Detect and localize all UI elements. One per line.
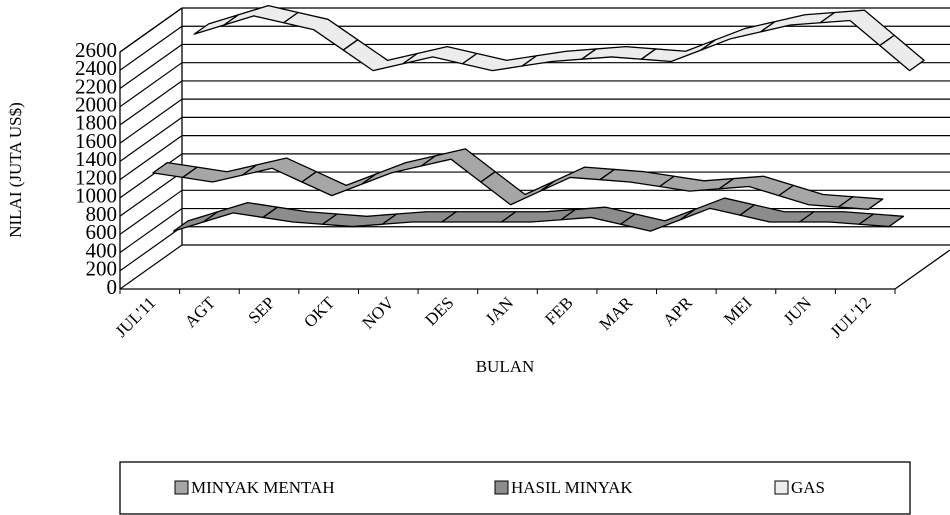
- legend-swatch: [494, 480, 509, 495]
- ribbon-segment: [778, 184, 854, 208]
- floor-edge: [894, 249, 950, 290]
- grid-line: [119, 153, 183, 199]
- ribbon-segment: [858, 213, 905, 228]
- x-tick-label: DES: [421, 293, 457, 329]
- y-tick-label: 1200: [75, 165, 117, 189]
- y-tick-label: 2600: [75, 38, 117, 62]
- y-tick-label: 1400: [75, 147, 117, 171]
- grid-line: [119, 135, 183, 181]
- y-tick-label: 800: [86, 202, 118, 226]
- ribbon-segment: [837, 196, 884, 210]
- legend-label: HASIL MINYAK: [511, 478, 633, 497]
- x-tick-label: FEB: [541, 293, 576, 328]
- y-axis-title: NILAI (JUTA US$): [6, 102, 25, 238]
- x-tick-label: SEP: [244, 293, 278, 327]
- x-tick-label: APR: [659, 293, 696, 330]
- y-tick-label: 2200: [75, 74, 117, 98]
- x-tick-label: MEI: [720, 293, 756, 329]
- y-tick-label: 1000: [75, 184, 117, 208]
- walls: [119, 7, 950, 290]
- legend-swatch: [174, 480, 189, 495]
- x-tick-label: AGT: [181, 293, 220, 332]
- grid-line: [119, 226, 183, 272]
- x-axis-title: BULAN: [476, 357, 535, 376]
- y-tick-label: 2400: [75, 56, 117, 80]
- grid-line: [119, 80, 183, 126]
- ribbon-segment: [640, 39, 717, 63]
- ribbon-segment: [321, 213, 398, 228]
- ribbon-segment: [360, 155, 437, 185]
- ribbon-segment: [819, 9, 895, 47]
- grid-line: [119, 208, 183, 254]
- ribbon-segment: [241, 157, 318, 183]
- grid-line: [119, 43, 183, 89]
- y-tick-label: 200: [86, 257, 118, 281]
- grid-line: [119, 244, 183, 290]
- grid-line: [119, 171, 183, 217]
- ribbon-segment: [301, 171, 377, 197]
- grid-line: [119, 62, 183, 108]
- grid-line: [119, 189, 183, 235]
- legend-swatch: [774, 480, 789, 495]
- legend-label: GAS: [791, 478, 825, 497]
- grid-line: [119, 7, 183, 53]
- grid-line: [119, 25, 183, 71]
- x-tick-label: JUL'12: [826, 293, 874, 341]
- x-tick-label: MAR: [595, 293, 636, 334]
- x-tick-label: JAN: [482, 293, 517, 328]
- ribbon-segment: [879, 34, 925, 72]
- y-tick-label: 400: [86, 238, 118, 262]
- y-tick-label: 600: [86, 220, 118, 244]
- y-tick-label: 1600: [75, 129, 117, 153]
- ribbon-segment: [461, 52, 538, 72]
- grid-line: [119, 116, 183, 162]
- x-tick-label: OKT: [300, 293, 339, 332]
- y-tick-label: 2000: [75, 93, 117, 117]
- y-tick-label: 0: [107, 275, 118, 299]
- ribbon-segment: [172, 211, 219, 232]
- x-tick-label: NOV: [358, 293, 398, 333]
- x-tick-label: JUN: [780, 293, 815, 328]
- grid-line: [119, 98, 183, 144]
- legend-label: MINYAK MENTAH: [191, 478, 335, 497]
- x-tick-label: JUL'11: [112, 293, 160, 341]
- ribbon-segment: [193, 14, 240, 35]
- y-tick-label: 1800: [75, 111, 117, 135]
